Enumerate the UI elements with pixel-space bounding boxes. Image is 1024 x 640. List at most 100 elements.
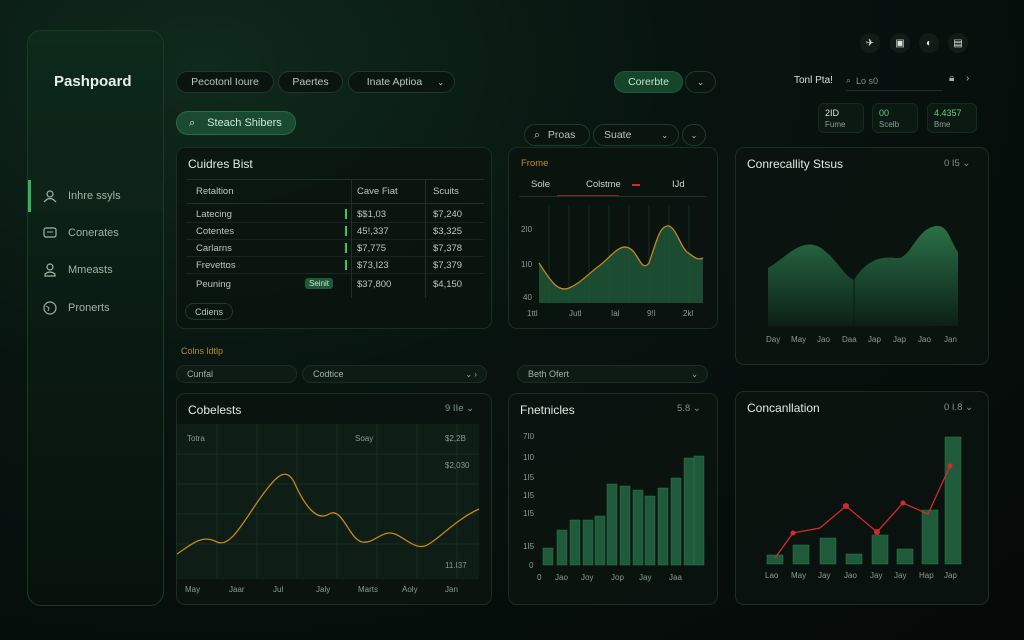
card-meta-value: 9 IIe (445, 403, 464, 414)
card-title: Fnetnicles (520, 403, 575, 417)
header-search-input[interactable]: ⌕ Lo s0 (846, 71, 942, 91)
card-meta-dropdown[interactable]: 0 I.8 ⌄ (944, 402, 973, 413)
filter-search-input[interactable]: ⌕ Proas (524, 124, 590, 146)
chevron-down-icon: ⌄ (696, 76, 705, 87)
dropdown-codtice[interactable]: Codtice ⌄ › (302, 365, 487, 383)
x-tick: 1ttl (527, 309, 538, 318)
x-tick: Jaly (316, 585, 330, 594)
table-cell: Cotentes (196, 226, 235, 237)
stat-value: 2ID (825, 108, 840, 118)
value-label: $2,030 (445, 461, 470, 470)
y-tick: 1I5 (523, 473, 535, 482)
filter-expand-button[interactable]: ⌄ (682, 124, 706, 146)
row-indicator (345, 209, 347, 219)
x-tick: Jutl (569, 309, 582, 318)
table-cell: $37,800 (357, 279, 392, 290)
divider (186, 256, 484, 257)
search-label: Steach Shibers (207, 117, 282, 129)
dropdown-cunfal[interactable]: Cunfal (176, 365, 297, 383)
x-tick: Jao (555, 573, 568, 582)
bar-chart-card: Fnetnicles 5.8 ⌄ 7I0 1I0 1I5 1I5 1I5 1I5… (508, 393, 718, 605)
legend-underline (557, 195, 619, 196)
legend-item: Colstme (586, 179, 621, 190)
x-tick: Jop (611, 573, 624, 582)
divider (186, 273, 484, 274)
value-label: 11.I37 (445, 561, 467, 570)
table-cell: $73,I23 (357, 260, 389, 271)
create-dropdown-button[interactable]: ⌄ (685, 71, 716, 93)
chevron-down-icon: ⌄ (692, 403, 701, 414)
sidebar-item-conerates[interactable]: Conerates (28, 217, 163, 249)
card-meta-dropdown[interactable]: 5.8 ⌄ (677, 403, 701, 414)
y-tick: 40 (523, 293, 532, 302)
sidebar-item-users[interactable]: Inhre ssyls (28, 180, 163, 212)
tab-pecotonl[interactable]: Pecotonl Ioure (176, 71, 274, 93)
search-icon: ⌕ (534, 128, 540, 141)
x-tick: Jan (445, 585, 458, 594)
divider (186, 239, 484, 240)
x-tick: Ial (611, 309, 620, 318)
divider (186, 203, 484, 204)
card-title: Cuidres Bist (188, 157, 253, 171)
x-tick: Jap (893, 335, 906, 344)
dropdown-label: Codtice (313, 369, 344, 379)
card-meta-dropdown[interactable]: 0 I5 ⌄ (944, 158, 970, 169)
search-bar[interactable]: ⌕ Steach Shibers (176, 111, 296, 135)
row-indicator (345, 260, 347, 270)
x-tick: Jan (944, 335, 957, 344)
sidebar-item-mmeasts[interactable]: Mmeasts (28, 254, 163, 286)
y-tick: 1I5 (523, 509, 535, 518)
tab-label: Inate Aptioa (366, 76, 423, 88)
send-icon[interactable]: ✈ (860, 33, 880, 53)
table-header: Cave Fiat (357, 186, 398, 197)
card-meta-value: 5.8 (677, 403, 691, 414)
stat-label: Bme (934, 120, 951, 129)
card-meta-value: 0 I.8 (944, 402, 963, 413)
x-tick: Daa (842, 335, 857, 344)
status-chart-card: Conrecallity Stsus 0 I5 ⌄ Day May Jao Da… (735, 147, 989, 365)
sidebar-item-label: Mmeasts (68, 264, 113, 276)
card-meta-value: 0 I5 (944, 158, 960, 169)
globe-icon (42, 300, 58, 316)
clipboard-icon[interactable]: ▤ (948, 33, 968, 53)
chevron-down-icon: ⌄ (466, 403, 475, 414)
table-cell: $3,325 (433, 226, 463, 237)
status-badge: Seinit (305, 278, 334, 289)
y-tick: 1I0 (521, 260, 533, 269)
chevron-down-icon: ⌄ (690, 130, 698, 140)
table-header: Retaltion (196, 186, 234, 197)
chevron-down-icon: ⌄ › (465, 369, 477, 379)
chevron-right-icon[interactable]: › (966, 73, 970, 84)
tab-paertes[interactable]: Paertes (278, 71, 343, 93)
table-cell: $$1,03 (357, 209, 387, 220)
table-header: Scuits (433, 186, 459, 197)
filter-select[interactable]: Suate ⌄ (593, 124, 679, 146)
table-header: Totra (187, 434, 205, 443)
dropdown-label: Beth Ofert (528, 369, 570, 379)
mail-icon[interactable]: ▣ (890, 33, 910, 53)
card-meta-dropdown[interactable]: 9 IIe ⌄ (445, 403, 474, 414)
table-cell: Frevettos (196, 260, 236, 271)
create-button[interactable]: Corerbte (614, 71, 683, 93)
x-tick: May (791, 571, 806, 580)
x-tick: Aoly (402, 585, 418, 594)
table-cell: $7,240 (433, 209, 463, 220)
dropdown-beth-ofert[interactable]: Beth Ofert ⌄ (517, 365, 708, 383)
chevron-down-icon: ⌄ (437, 77, 444, 87)
tab-inate-aptioa[interactable]: Inate Aptioa ⌄ (348, 71, 455, 93)
chevron-down-icon: ⌄ (965, 402, 974, 413)
table-cell: Latecing (196, 209, 232, 220)
search-icon: ⌕ (189, 116, 196, 129)
combo-chart: Lao May Jay Jao Jay Jay Hap Jap (765, 436, 962, 580)
legend-swatch (632, 184, 640, 186)
bar-chart: 7I0 1I0 1I5 1I5 1I5 1I5 0 0 Jao Joy Jop … (523, 432, 705, 582)
table-footer-button[interactable]: Cdiens (185, 303, 233, 320)
x-tick: 9!I (647, 309, 656, 318)
x-tick: Jay (894, 571, 906, 580)
stat-label: Fume (825, 120, 846, 129)
lock-icon[interactable]: 🔒︎ (949, 73, 955, 84)
x-tick: Jul (273, 585, 283, 594)
filter-select-label: Suate (604, 129, 632, 141)
bell-icon[interactable]: ◐ (919, 33, 939, 53)
sidebar-item-pronerts[interactable]: Pronerts (28, 292, 163, 324)
